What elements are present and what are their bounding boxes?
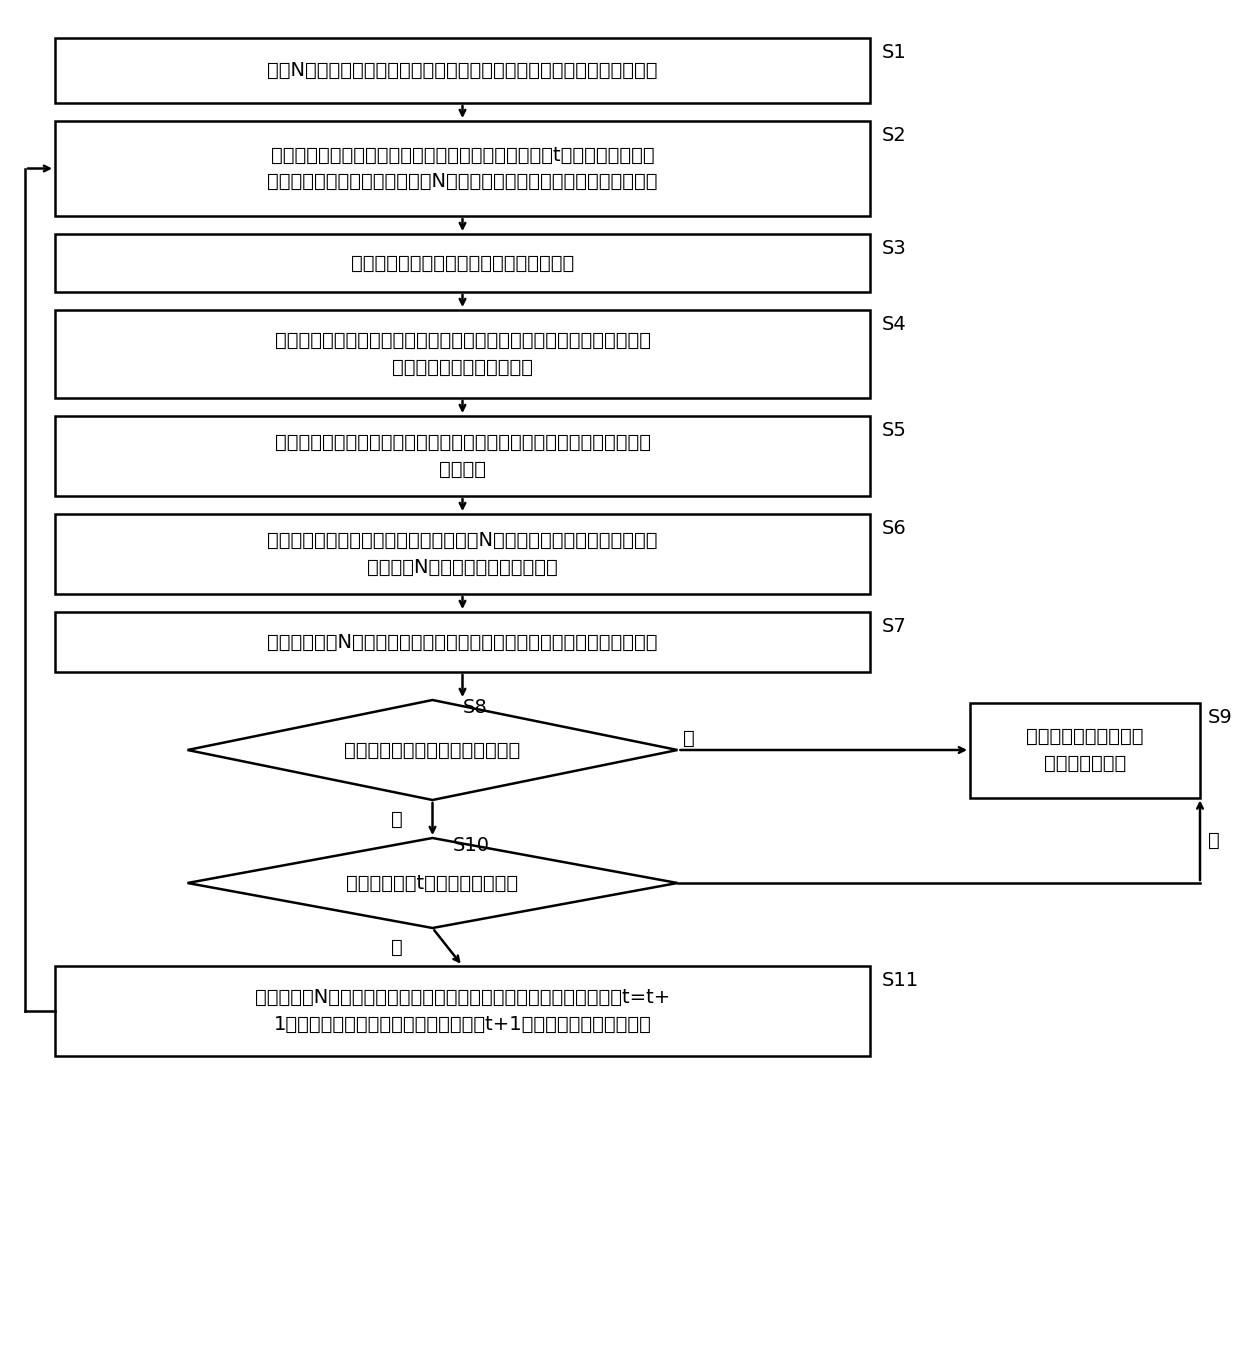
Text: 依据移动后的N个传感器节点的位置坐标计算所述无线传感器网络的覆盖率: 依据移动后的N个传感器节点的位置坐标计算所述无线传感器网络的覆盖率 (268, 633, 657, 652)
Text: 依据所述距离矩阵构建二分图最大匹配模型: 依据所述距离矩阵构建二分图最大匹配模型 (351, 253, 574, 273)
FancyBboxPatch shape (55, 514, 870, 595)
Text: S10: S10 (453, 836, 490, 855)
Text: S3: S3 (882, 238, 906, 258)
Text: S6: S6 (882, 519, 906, 538)
Text: 是: 是 (391, 937, 403, 956)
Text: S4: S4 (882, 315, 906, 334)
Text: S2: S2 (882, 126, 906, 145)
Text: 否: 否 (391, 810, 403, 829)
Text: 由移动后的N个传感器节点的位置坐标对所述位置矩阵进行更新，并令t=t+
1，将更新后的位置矩阵确定为迭代次数t+1下传感器节点的位置矩阵: 由移动后的N个传感器节点的位置坐标对所述位置矩阵进行更新，并令t=t+ 1，将更… (255, 988, 670, 1034)
Polygon shape (187, 700, 677, 800)
Text: 采用N个截角八面体对三维待监测区域进行无缝堆砌，并确定形心坐标矩阵: 采用N个截角八面体对三维待监测区域进行无缝堆砌，并确定形心坐标矩阵 (268, 62, 657, 79)
Text: 是: 是 (682, 729, 694, 748)
Text: S5: S5 (882, 421, 906, 440)
Text: S9: S9 (1208, 707, 1233, 726)
FancyBboxPatch shape (55, 416, 870, 496)
FancyBboxPatch shape (55, 38, 870, 103)
FancyBboxPatch shape (55, 966, 870, 1056)
FancyBboxPatch shape (55, 121, 870, 216)
Text: 依据所述交换后的最优移动任务矩阵，对N个传感器节点进行移动，并确定
移动后的N个传感器节点的位置坐标: 依据所述交换后的最优移动任务矩阵，对N个传感器节点进行移动，并确定 移动后的N个… (268, 532, 657, 577)
Text: 当前迭代次数t小于最大迭代次数: 当前迭代次数t小于最大迭代次数 (346, 874, 518, 892)
Text: 根据所述最优移动任务矩阵进行移动任务的交换，得到交换后的最优移动
任务矩阵: 根据所述最优移动任务矩阵进行移动任务的交换，得到交换后的最优移动 任务矩阵 (274, 433, 651, 478)
Polygon shape (187, 838, 677, 927)
FancyBboxPatch shape (55, 612, 870, 673)
Text: 否: 否 (1208, 830, 1220, 849)
FancyBboxPatch shape (55, 310, 870, 399)
Text: S11: S11 (882, 971, 919, 991)
Text: S7: S7 (882, 616, 906, 636)
Text: 依据所述形心坐标矩阵和各传感器节点在当前迭代次数t下的位置矩阵，分
别计算每个截角八面体的形心与N个传感器节点之间的距离，得到距离矩阵: 依据所述形心坐标矩阵和各传感器节点在当前迭代次数t下的位置矩阵，分 别计算每个截… (268, 145, 657, 192)
Text: 所述覆盖率大于或等于预设覆盖值: 所述覆盖率大于或等于预设覆盖值 (345, 741, 521, 759)
Text: S8: S8 (463, 697, 487, 717)
Text: 完成对所述三维待监测
区域的网络覆盖: 完成对所述三维待监测 区域的网络覆盖 (1027, 727, 1143, 773)
Text: S1: S1 (882, 42, 906, 62)
FancyBboxPatch shape (55, 234, 870, 292)
FancyBboxPatch shape (970, 703, 1200, 797)
Text: 采用拍卖算法对所述二分图最大匹配模型进行求解，得到最优解；所述最
优解表示最优移动任务矩阵: 采用拍卖算法对所述二分图最大匹配模型进行求解，得到最优解；所述最 优解表示最优移… (274, 332, 651, 377)
